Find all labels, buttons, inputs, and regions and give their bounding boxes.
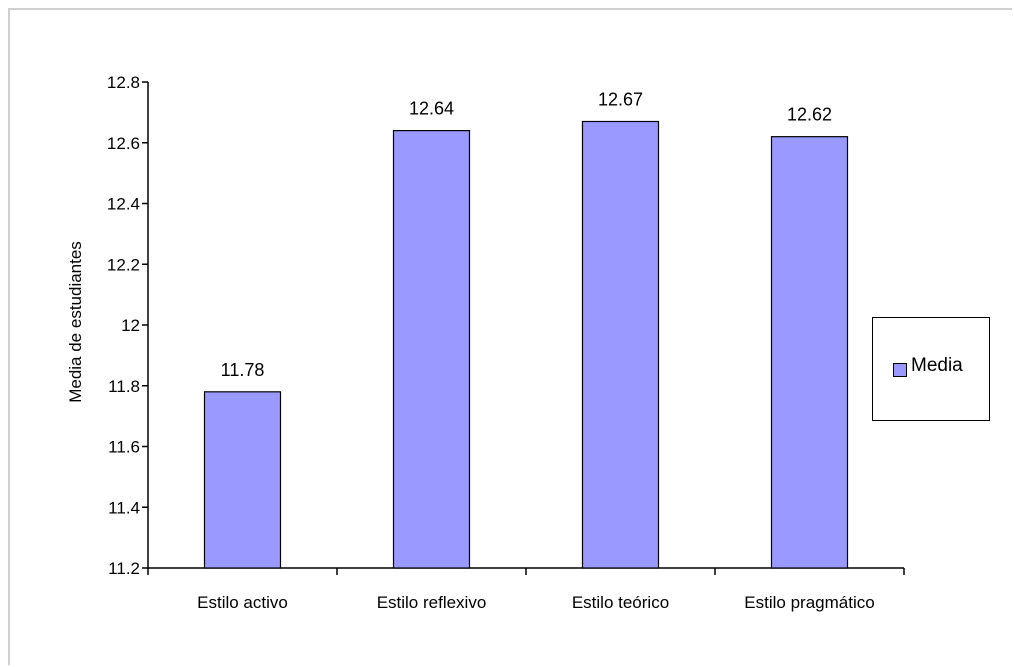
- y-tick-label: 12.8: [107, 73, 140, 92]
- category-label-2: Estilo reflexivo: [377, 593, 487, 612]
- y-tick-label: 12.4: [107, 195, 140, 214]
- y-tick-label: 12.2: [107, 255, 140, 274]
- bar-3: [581, 120, 660, 569]
- y-tick-label: 11.8: [108, 377, 140, 396]
- legend: Media: [872, 317, 990, 421]
- category-label-3: Estilo teórico: [572, 593, 669, 612]
- category-label-1: Estilo activo: [197, 593, 288, 612]
- data-label-4: 12.62: [787, 105, 832, 125]
- data-label-2: 12.64: [409, 99, 454, 119]
- bar-1: [203, 391, 282, 569]
- y-tick-label: 11.6: [108, 438, 140, 457]
- y-tick-label: 11.2: [108, 559, 140, 578]
- y-axis-title: Media de estudiantes: [66, 241, 85, 403]
- data-label-3: 12.67: [598, 89, 643, 109]
- chart-bars: [203, 120, 849, 569]
- bar-4: [770, 136, 849, 569]
- y-tick-label: 11.4: [108, 498, 140, 517]
- category-label-4: Estilo pragmático: [744, 593, 874, 612]
- chart-frame: [8, 8, 1012, 665]
- data-label-1: 11.78: [221, 360, 265, 380]
- chart-axes: 11.2 11.4 11.6 11.8 12 12.2 12.4 12.6 12.8: [107, 73, 905, 578]
- bar-2: [392, 130, 471, 569]
- y-tick-label: 12.6: [107, 134, 140, 153]
- y-tick-label: 12: [121, 316, 140, 335]
- chart-labels: 11.78 Estilo activo 12.64 Estilo reflexivo 1…: [197, 89, 875, 612]
- legend-swatch: [893, 363, 907, 377]
- legend-label: Media: [911, 355, 963, 376]
